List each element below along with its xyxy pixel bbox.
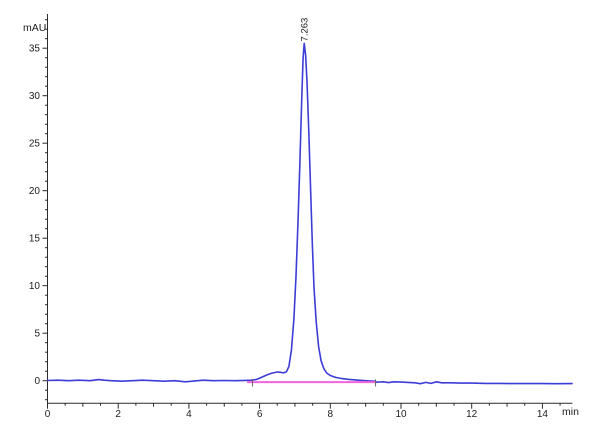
x-tick-label: 2 (115, 409, 121, 420)
y-tick-label: 10 (29, 281, 41, 292)
series-detector-signal (46, 42, 573, 385)
y-tick-label: 30 (29, 91, 41, 102)
y-tick-label: 0 (34, 376, 40, 387)
axes (47, 14, 573, 404)
x-tick-label: 6 (257, 409, 263, 420)
x-tick-label: 10 (395, 409, 407, 420)
x-axis-tick-labels: 0 2 4 6 8 10 12 14 (45, 409, 549, 420)
y-tick-label: 15 (29, 234, 41, 245)
y-tick-label: 25 (29, 139, 41, 150)
y-tick-label: 20 (29, 186, 41, 197)
y-tick-label: 35 (29, 44, 41, 55)
y-axis-ticks (42, 19, 48, 401)
x-tick-label: 0 (45, 409, 51, 420)
integration-marks (252, 379, 377, 387)
y-axis-unit-label: mAU (23, 22, 47, 34)
x-axis-ticks (47, 403, 561, 409)
x-tick-label: 14 (537, 409, 549, 420)
x-tick-label: 4 (186, 409, 192, 420)
x-tick-label: 8 (328, 409, 334, 420)
y-axis-tick-labels: 0 5 10 15 20 25 30 35 (29, 44, 41, 388)
y-tick-label: 5 (34, 329, 40, 340)
x-tick-label: 12 (466, 409, 478, 420)
peak-retention-time-label: 7.263 (299, 18, 310, 42)
x-axis-unit-label: min (562, 406, 579, 418)
